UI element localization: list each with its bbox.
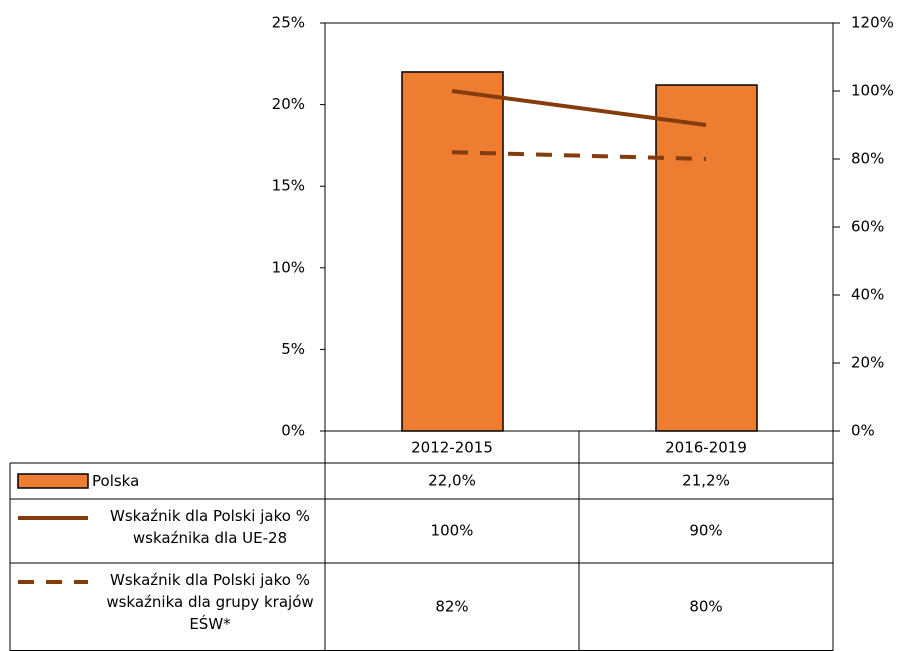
bar: [655, 84, 758, 432]
legend-cell: Wskaźnik dla Polski jako % wskaźnika dla…: [110, 507, 310, 547]
y2-tick-label: 100%: [851, 82, 894, 100]
y2-tick-label: 60%: [851, 218, 884, 236]
x-tick-label: 2012-2015: [411, 439, 493, 457]
line: [451, 150, 707, 161]
line: [451, 89, 707, 127]
y-tick-label: 10%: [272, 258, 305, 276]
value-label: 90%: [689, 522, 722, 540]
value-label: 100%: [431, 522, 474, 540]
value-label: 21,2%: [682, 472, 730, 490]
legend-swatch: [17, 473, 89, 489]
value-label: 80%: [689, 597, 722, 615]
y-tick-label: 0%: [281, 422, 305, 440]
y-tick-label: 20%: [272, 95, 305, 113]
y-tick-label: 15%: [272, 177, 305, 195]
y2-tick-label: 20%: [851, 354, 884, 372]
y-tick-label: 5%: [281, 340, 305, 358]
legend-label: Polska: [92, 472, 140, 490]
legend-label: Wskaźnik dla Polski jako % wskaźnika dla…: [106, 571, 314, 633]
y2-tick-label: 120%: [851, 14, 894, 32]
bar: [401, 71, 504, 432]
value-label: 82%: [435, 597, 468, 615]
x-tick-label: 2016-2019: [665, 439, 747, 457]
y2-tick-label: 80%: [851, 150, 884, 168]
legend-label: Wskaźnik dla Polski jako % wskaźnika dla…: [110, 507, 310, 547]
y-tick-label: 25%: [272, 14, 305, 32]
y2-tick-label: 0%: [851, 422, 875, 440]
value-label: 22,0%: [428, 472, 476, 490]
legend-cell: Wskaźnik dla Polski jako % wskaźnika dla…: [106, 571, 314, 633]
legend-cell: Polska: [92, 472, 140, 490]
y2-tick-label: 40%: [851, 286, 884, 304]
